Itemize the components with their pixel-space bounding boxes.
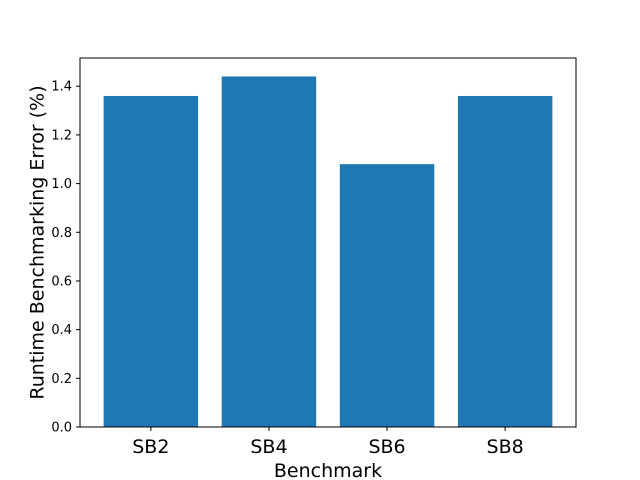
bar-sb8 xyxy=(457,95,553,427)
y-tick-label: 0.4 xyxy=(51,323,72,338)
y-tick-label: 0.8 xyxy=(51,226,72,241)
x-axis-label: Benchmark xyxy=(274,460,382,480)
y-axis-label: Runtime Benchmarking Error (%) xyxy=(27,85,49,399)
x-tick-label: SB2 xyxy=(132,436,169,458)
x-tick-label: SB4 xyxy=(250,436,287,458)
y-tick-label: 1.4 xyxy=(51,80,72,95)
y-tick-label: 0.2 xyxy=(51,372,72,387)
x-tick-label: SB8 xyxy=(487,436,524,458)
y-tick-label: 1.2 xyxy=(51,128,72,143)
bars-group xyxy=(103,76,553,427)
bar-sb6 xyxy=(339,164,435,427)
y-tick-label: 0.6 xyxy=(51,274,72,289)
bar-sb2 xyxy=(103,95,199,427)
y-tick-label: 0.0 xyxy=(51,421,72,436)
y-tick-label: 1.0 xyxy=(51,177,72,192)
y-axis-ticks: 0.0 0.2 0.4 0.6 0.8 1.0 1.2 1.4 xyxy=(51,80,80,436)
x-axis-ticks: SB2 SB4 SB6 SB8 xyxy=(132,427,524,458)
x-tick-label: SB6 xyxy=(368,436,405,458)
bar-sb4 xyxy=(221,76,317,427)
plot-frame xyxy=(79,57,577,428)
